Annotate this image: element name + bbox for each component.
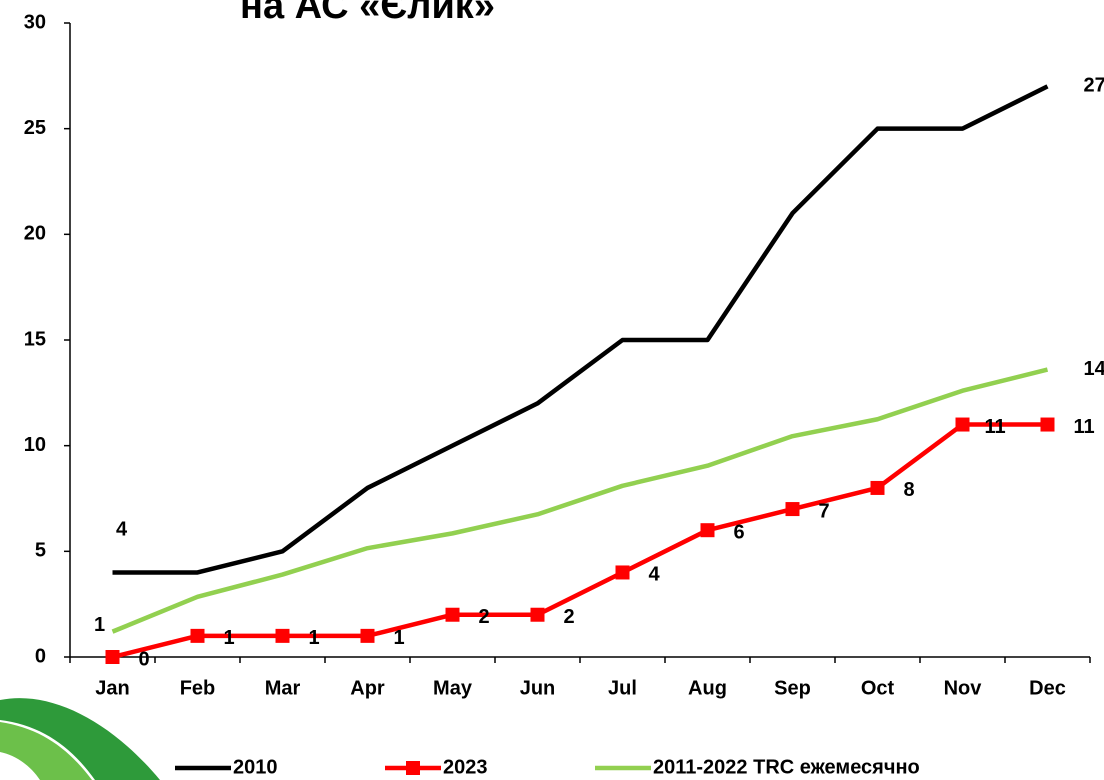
y-tick-label: 15 bbox=[24, 328, 46, 350]
data-label: 4 bbox=[116, 519, 128, 541]
marker bbox=[786, 502, 800, 516]
x-tick-label: Sep bbox=[774, 677, 811, 699]
marker bbox=[1041, 418, 1055, 432]
marker bbox=[701, 523, 715, 537]
data-label: 1 bbox=[309, 627, 320, 649]
series-line bbox=[113, 425, 1048, 657]
data-label: 0 bbox=[139, 648, 150, 670]
marker bbox=[361, 629, 375, 643]
data-label: 1 bbox=[394, 627, 405, 649]
x-tick-label: Mar bbox=[265, 677, 301, 699]
x-tick-label: Aug bbox=[688, 677, 727, 699]
chart: на АС «Єлик» 051015202530JanFebMarAprMay… bbox=[0, 0, 1104, 780]
legend-label: 2023 bbox=[443, 756, 488, 778]
legend-marker bbox=[406, 761, 420, 775]
marker bbox=[616, 565, 630, 579]
marker bbox=[531, 608, 545, 622]
y-tick-label: 0 bbox=[35, 645, 46, 667]
x-tick-label: Oct bbox=[861, 677, 895, 699]
y-tick-label: 10 bbox=[24, 434, 46, 456]
data-label: 8 bbox=[904, 479, 915, 501]
marker bbox=[956, 418, 970, 432]
legend-label: 2010 bbox=[233, 756, 278, 778]
data-label: 6 bbox=[734, 521, 745, 543]
legend-label: 2011-2022 TRC ежемесячно bbox=[653, 756, 920, 778]
marker bbox=[871, 481, 885, 495]
x-tick-label: Jun bbox=[520, 677, 556, 699]
x-tick-label: May bbox=[433, 677, 473, 699]
data-label: 2 bbox=[479, 606, 490, 628]
x-tick-label: Feb bbox=[180, 677, 216, 699]
data-label: 11 bbox=[1074, 416, 1095, 438]
marker bbox=[276, 629, 290, 643]
x-tick-label: Nov bbox=[944, 677, 983, 699]
marker bbox=[446, 608, 460, 622]
x-tick-label: Jul bbox=[608, 677, 637, 699]
data-label: 27 bbox=[1084, 75, 1104, 97]
y-tick-label: 20 bbox=[24, 223, 46, 245]
x-tick-label: Jan bbox=[95, 677, 129, 699]
x-tick-label: Apr bbox=[350, 677, 385, 699]
data-label: 11 bbox=[985, 416, 1006, 438]
y-tick-label: 25 bbox=[24, 117, 46, 139]
data-label: 2 bbox=[564, 606, 575, 628]
y-tick-label: 5 bbox=[35, 540, 46, 562]
chart-title: на АС «Єлик» bbox=[240, 0, 495, 27]
data-label: 1 bbox=[224, 627, 235, 649]
data-label: 1 bbox=[94, 614, 105, 636]
y-tick-label: 30 bbox=[24, 11, 46, 33]
x-tick-label: Dec bbox=[1029, 677, 1066, 699]
data-label: 4 bbox=[649, 564, 661, 586]
data-label: 14 bbox=[1084, 358, 1104, 380]
marker bbox=[106, 650, 120, 664]
data-label: 7 bbox=[819, 500, 830, 522]
marker bbox=[191, 629, 205, 643]
